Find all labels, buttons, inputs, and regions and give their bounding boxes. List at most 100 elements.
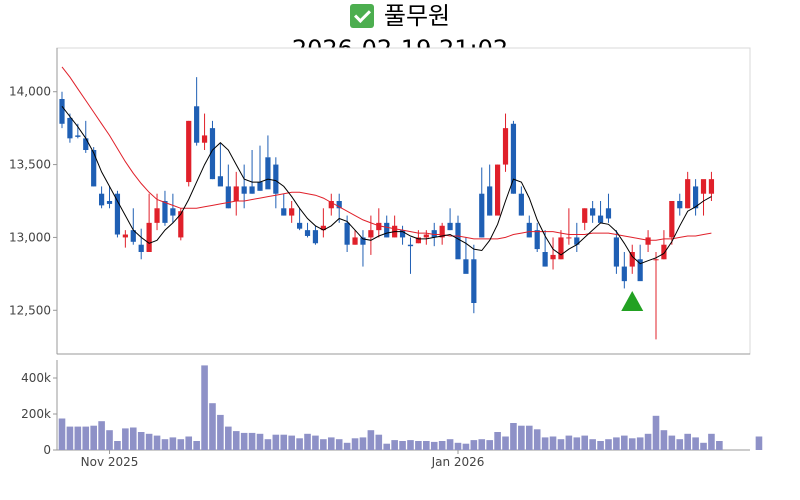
volume-tick-label: 200k [21,407,51,421]
candle-body [518,193,524,216]
candle-body [154,208,160,223]
volume-bar [193,441,200,450]
candle-body [344,222,350,245]
volume-bar [708,433,715,450]
check-mark-icon [349,4,374,28]
volume-bar [351,438,359,450]
candle-body [677,201,683,209]
ma-short-line [61,105,712,265]
volume-bar [98,421,105,450]
volume-bar [692,437,699,450]
date-tick-label: Nov 2025 [81,455,139,469]
candle-body [225,186,231,209]
candle-body [281,208,287,216]
volume-bar [415,441,422,450]
candle-body [194,106,200,143]
volume-bar [684,433,691,450]
date-tick-label: Jan 2026 [431,455,485,469]
volume-bar [549,436,557,450]
volume-bar [280,434,288,450]
candle-body [685,179,691,209]
candle-body [384,222,390,238]
candle-body [312,230,319,244]
candle-body [526,222,532,238]
volume-bar [225,426,232,450]
candle-body [439,225,445,238]
candle-body [605,208,612,219]
volume-bar [256,433,264,450]
volume-bar [296,438,303,450]
volume-bar [343,442,351,450]
volume-bar [478,439,486,450]
candle-body [217,176,223,187]
candle-body [368,230,374,238]
candle-body [138,244,144,252]
candle-body [265,157,271,190]
candle-body [629,252,635,267]
volume-bar [185,436,193,450]
volume-plot-area [57,360,750,450]
candle-body [613,237,619,267]
candle-body [693,186,699,209]
candle-body [99,193,105,206]
volume-bar [312,435,319,450]
volume-bar [652,415,660,450]
volume-bar [106,430,113,450]
price-tick-label: 13,000 [9,230,51,244]
candle-body [75,135,81,137]
volume-bar [367,430,375,450]
volume-bar [248,432,256,450]
volume-bar [613,437,620,450]
volume-bar [399,441,406,450]
candle-body [376,222,382,231]
candle-body [597,215,604,223]
volume-bar [502,436,509,450]
candle-body [209,128,216,180]
volume-bar [589,439,596,450]
volume-bar [423,441,430,450]
candle-body [542,252,548,267]
volume-bar [525,425,533,450]
candle-body [431,230,437,238]
candle-body [297,222,303,229]
volume-bar [533,429,541,450]
candle-body [574,237,580,245]
volume-bar [510,423,517,450]
volume-bar [407,440,414,450]
candle-body [447,222,453,231]
candle-body [67,117,73,139]
buy-triangle-marker [621,291,644,311]
volume-bar [122,428,129,450]
volume-bar [74,426,82,450]
volume-bar [304,433,311,450]
volume-bar [82,426,90,450]
volume-bar [430,441,438,450]
volume-bar [636,437,644,450]
candle-body [257,182,263,191]
volume-bar [58,418,66,450]
candle-body [495,164,501,216]
volume-bar [486,440,493,450]
candle-body [423,234,429,238]
volume-bar [541,437,549,450]
candle-body [178,211,184,238]
candle-body [186,120,192,183]
candle-body [637,259,643,282]
price-tick-label: 14,000 [9,85,51,99]
candle-body [471,259,477,303]
candle-body [550,254,556,260]
candle-body [320,225,326,231]
candlesticks [59,77,715,340]
volume-bar [375,434,383,450]
volume-bar [177,439,185,450]
volume-bar [605,439,612,450]
volume-bar [153,435,161,450]
volume-bar [438,441,446,450]
volume-bar [114,441,121,450]
volume-bar [320,439,327,450]
chart-title: 풀무원 [0,0,800,32]
volume-tick-label: 400k [21,371,51,385]
candle-body [289,208,295,216]
candle-body [708,179,715,194]
volume-bar [145,433,153,450]
